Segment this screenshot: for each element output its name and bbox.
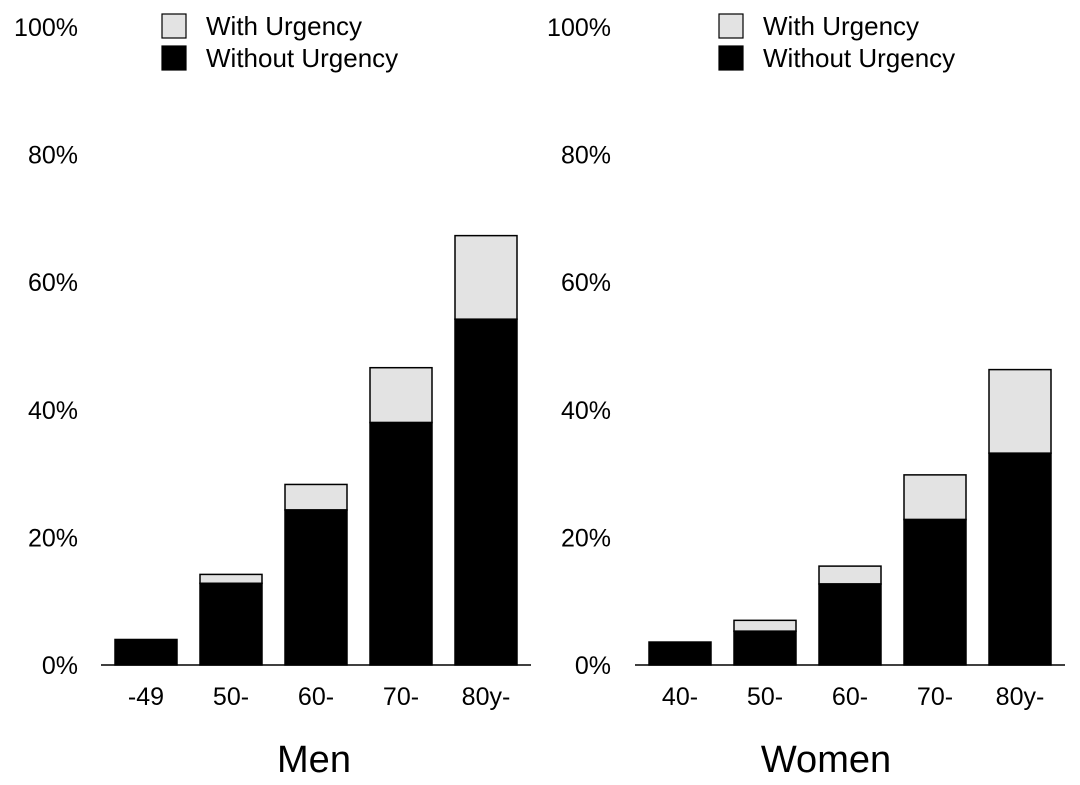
chart-title: Women xyxy=(761,739,891,781)
y-tick-label: 100% xyxy=(14,14,78,42)
chart-panel-1: 0% 20% 40% 60% 80% 100% 40- 50- 60- 70- 80y- With U… xyxy=(547,11,1065,781)
y-tick-label: 0% xyxy=(575,652,611,680)
legend-swatch-without-urgency xyxy=(718,45,744,71)
x-tick-label: 60- xyxy=(298,683,334,711)
legend-swatch-without-urgency xyxy=(161,45,187,71)
bar-with-urgency xyxy=(199,573,263,585)
x-tick-label: -49 xyxy=(128,683,164,711)
y-tick-label: 20% xyxy=(28,524,78,552)
y-tick-label: 80% xyxy=(28,142,78,170)
y-tick-label: 60% xyxy=(561,269,611,297)
bar-without-urgency xyxy=(988,452,1052,666)
y-tick-label: 40% xyxy=(28,397,78,425)
chart-panel-0: 0% 20% 40% 60% 80% 100% -49 50- 60- 70- 80y- With U… xyxy=(14,11,531,781)
x-tick-label: 80y- xyxy=(996,683,1045,711)
y-tick-label: 20% xyxy=(561,524,611,552)
chart-title: Men xyxy=(277,739,351,781)
bar-with-urgency xyxy=(454,234,518,320)
legend-label-without-urgency: Without Urgency xyxy=(763,43,955,73)
bar-without-urgency xyxy=(733,630,797,666)
y-tick-label: 80% xyxy=(561,142,611,170)
x-tick-label: 70- xyxy=(383,683,419,711)
legend-label-without-urgency: Without Urgency xyxy=(206,43,398,73)
x-tick-label: 50- xyxy=(213,683,249,711)
bar-with-urgency xyxy=(284,483,348,511)
bar-without-urgency xyxy=(199,582,263,666)
x-tick-label: 80y- xyxy=(462,683,511,711)
legend-label-with-urgency: With Urgency xyxy=(763,11,919,41)
bar-with-urgency xyxy=(903,474,967,521)
bar-without-urgency xyxy=(818,583,882,666)
y-tick-label: 100% xyxy=(547,14,611,42)
legend-swatch-with-urgency xyxy=(718,13,744,39)
x-tick-label: 40- xyxy=(662,683,698,711)
bar-without-urgency xyxy=(284,509,348,666)
bar-without-urgency xyxy=(369,421,433,666)
bar-without-urgency xyxy=(648,641,712,666)
x-tick-label: 50- xyxy=(747,683,783,711)
y-tick-label: 0% xyxy=(42,652,78,680)
bar-without-urgency xyxy=(454,318,518,666)
bar-with-urgency xyxy=(733,619,797,632)
bar-with-urgency xyxy=(369,366,433,424)
legend-label-with-urgency: With Urgency xyxy=(206,11,362,41)
x-tick-label: 70- xyxy=(917,683,953,711)
legend-swatch-with-urgency xyxy=(161,13,187,39)
bar-without-urgency xyxy=(903,518,967,666)
y-tick-label: 40% xyxy=(561,397,611,425)
x-tick-label: 60- xyxy=(832,683,868,711)
bar-without-urgency xyxy=(114,638,178,666)
bar-with-urgency xyxy=(988,368,1052,454)
y-tick-label: 60% xyxy=(28,269,78,297)
bar-with-urgency xyxy=(818,565,882,585)
